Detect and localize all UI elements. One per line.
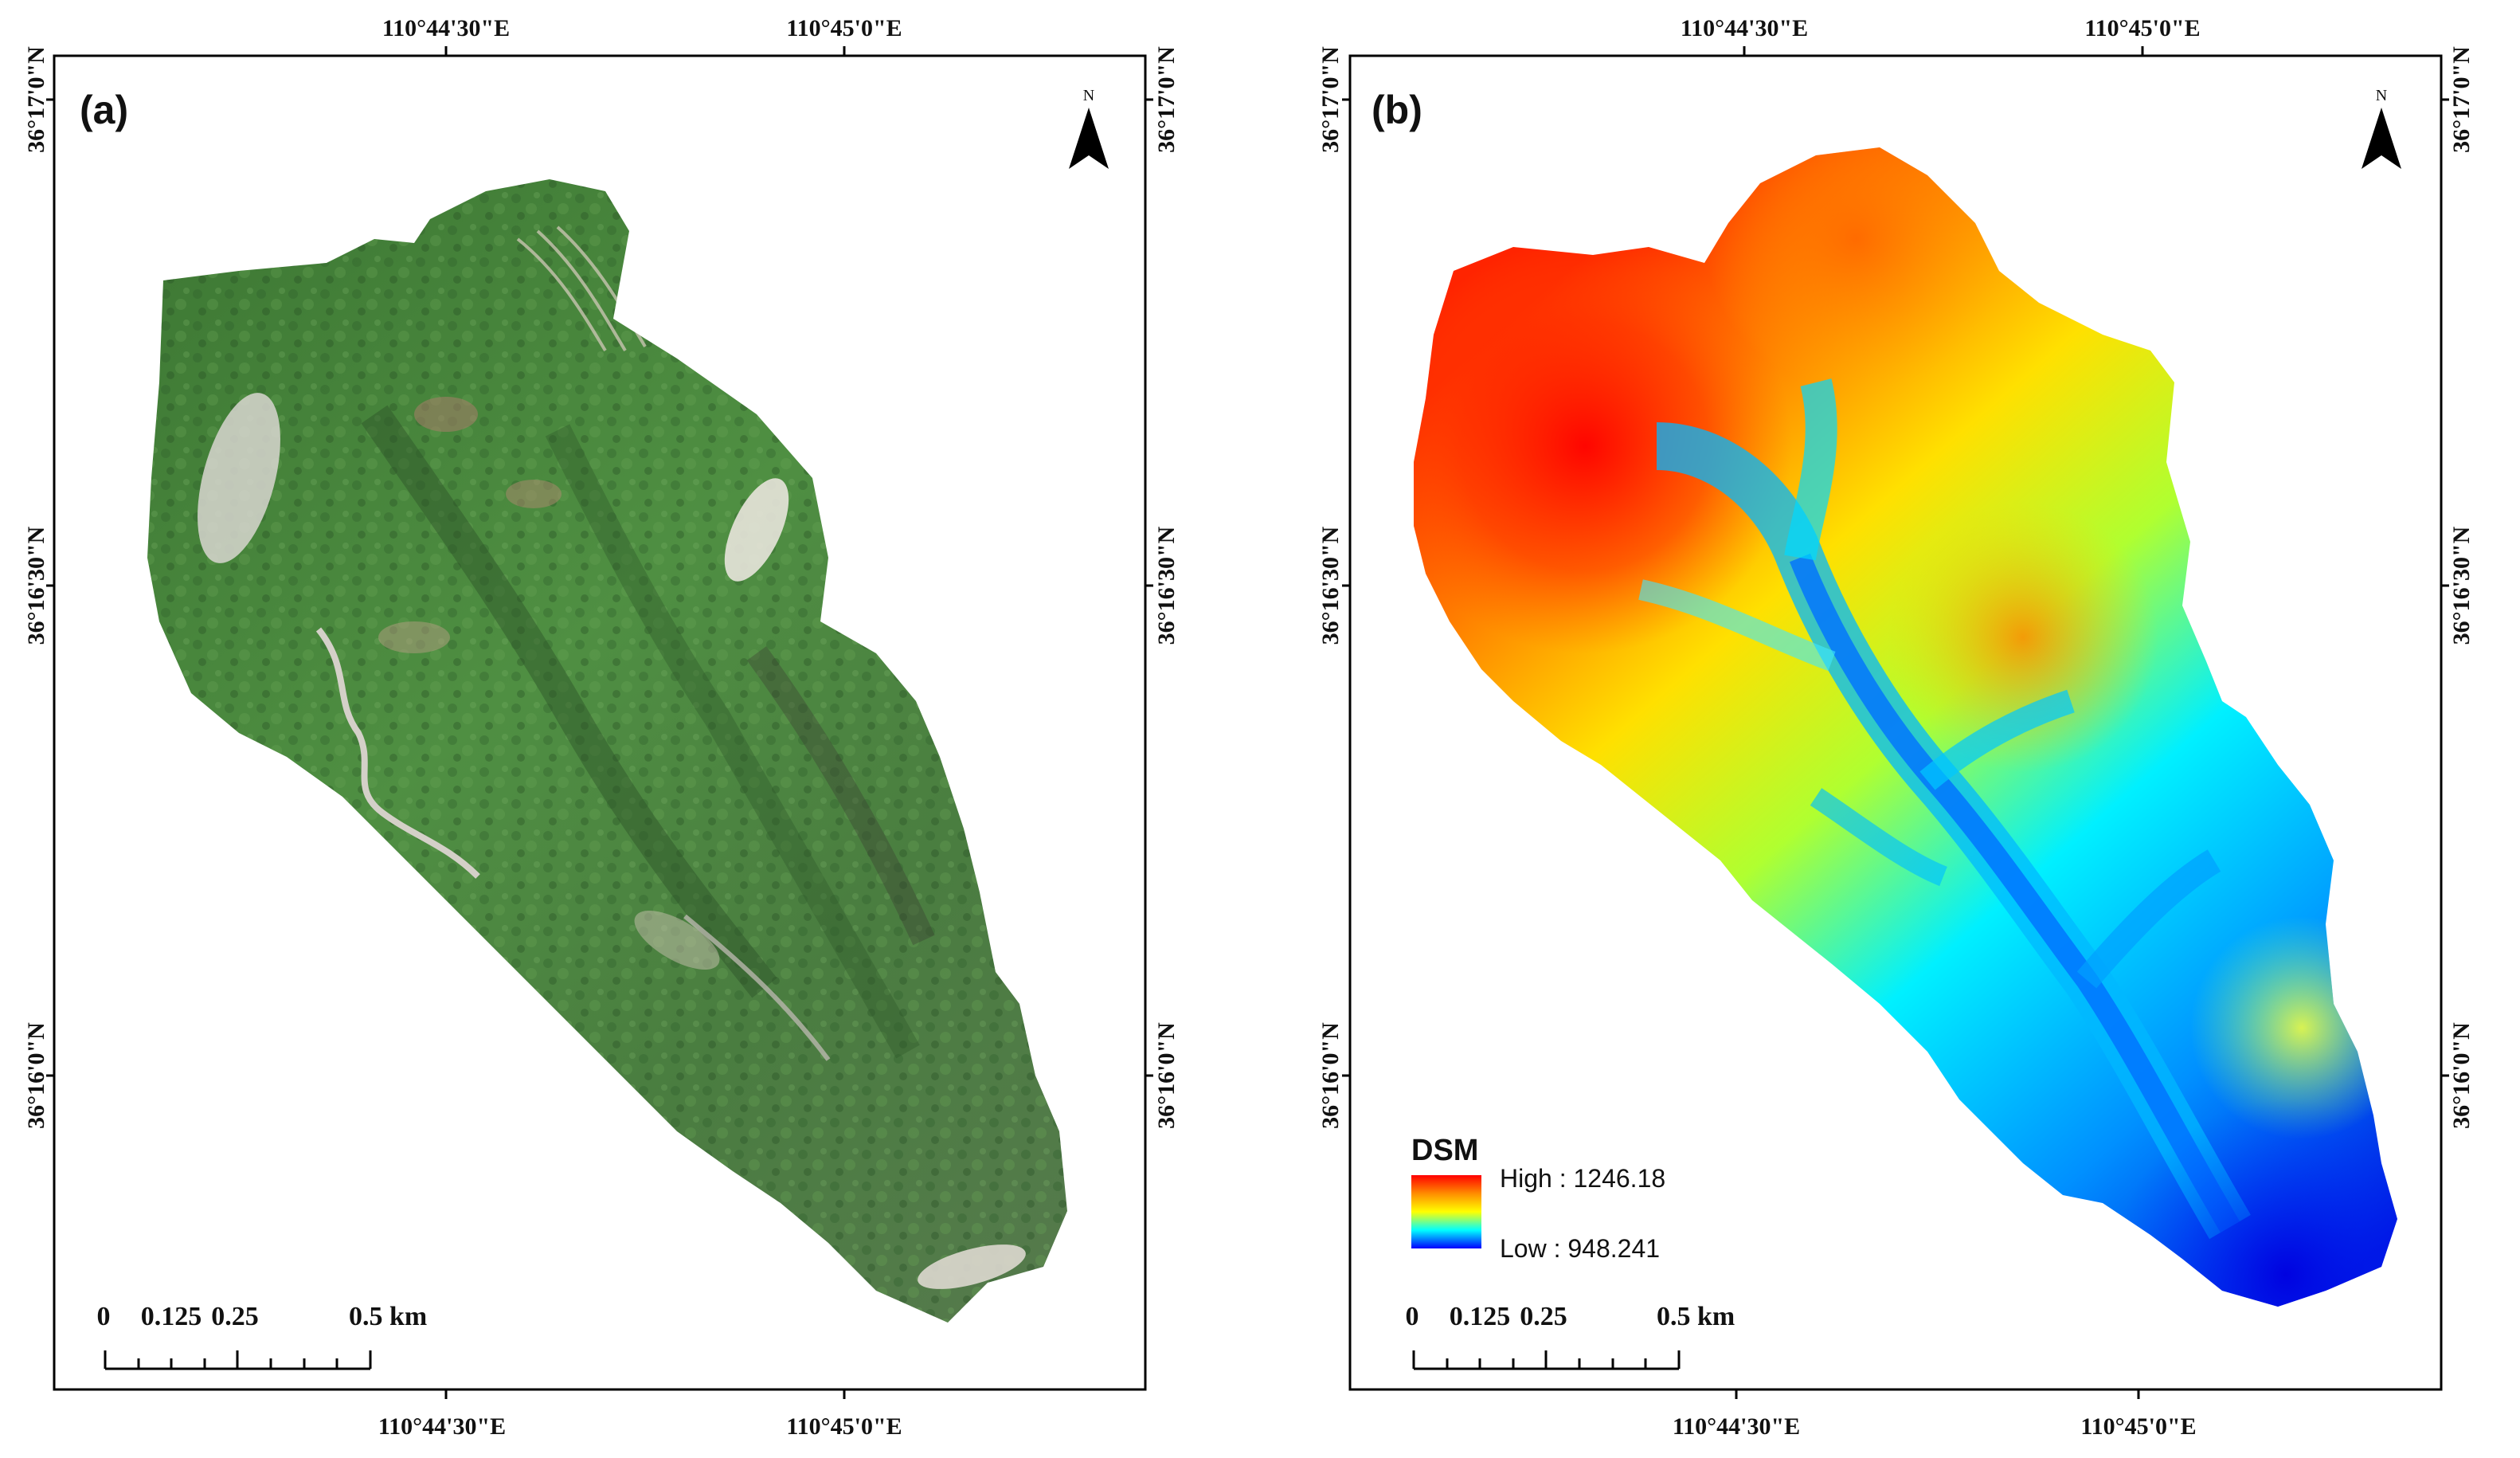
lat-label-left-3: 36°16'0"N — [1317, 1022, 1344, 1129]
panel-b: (b) N DSM High : 1246.18 Low : 948.241 0… — [1317, 15, 2475, 1440]
lat-label-left-1: 36°17'0"N — [1317, 46, 1344, 153]
lat-label-right-2: 36°16'30"N — [2448, 526, 2475, 645]
scale-label-025: 0.25 — [211, 1302, 259, 1331]
scale-bar-line — [104, 1350, 372, 1370]
lon-label-top-2: 110°45'0"E — [786, 15, 902, 41]
scale-label-05: 0.5 km — [1657, 1302, 1735, 1331]
lon-label-bottom-1: 110°44'30"E — [378, 1413, 506, 1440]
north-letter-a: N — [1083, 87, 1094, 104]
lon-label-bottom-1: 110°44'30"E — [1673, 1413, 1800, 1440]
legend-color-ramp — [1411, 1175, 1481, 1248]
lat-label-left-1: 36°17'0"N — [23, 46, 49, 153]
scale-label-0: 0 — [1406, 1302, 1419, 1331]
scale-label-0125: 0.125 — [141, 1302, 202, 1331]
lon-label-top-1: 110°44'30"E — [382, 15, 510, 41]
lat-label-right-3: 36°16'0"N — [1153, 1022, 1180, 1129]
north-arrow-a: N — [1069, 87, 1109, 169]
lat-label-left-3: 36°16'0"N — [23, 1022, 49, 1129]
legend-high-label: High : 1246.18 — [1500, 1164, 1665, 1193]
lat-label-left-2: 36°16'30"N — [23, 526, 49, 645]
scale-bar-b: 0 0.125 0.25 0.5 km — [1406, 1302, 1735, 1370]
north-letter-b: N — [2376, 87, 2387, 104]
north-arrow-icon — [2362, 108, 2401, 169]
scale-bar-line — [1412, 1350, 1681, 1370]
north-arrow-icon — [1069, 108, 1109, 169]
dsm-legend: DSM High : 1246.18 Low : 948.241 — [1411, 1134, 1665, 1263]
scale-label-025: 0.25 — [1520, 1302, 1567, 1331]
legend-title: DSM — [1411, 1134, 1478, 1167]
lat-label-right-1: 36°17'0"N — [1153, 46, 1180, 153]
lat-label-right-1: 36°17'0"N — [2448, 46, 2475, 153]
lat-label-left-2: 36°16'30"N — [1317, 526, 1344, 645]
scale-label-05: 0.5 km — [349, 1302, 427, 1331]
scale-bar-a: 0 0.125 0.25 0.5 km — [97, 1302, 427, 1370]
north-arrow-b: N — [2362, 87, 2401, 169]
lon-label-top-2: 110°45'0"E — [2084, 15, 2200, 41]
panel-label-b: (b) — [1372, 88, 1422, 132]
lat-label-right-3: 36°16'0"N — [2448, 1022, 2475, 1129]
scale-label-0: 0 — [97, 1302, 111, 1331]
lon-label-top-1: 110°44'30"E — [1681, 15, 1808, 41]
scale-label-0125: 0.125 — [1450, 1302, 1511, 1331]
panel-label-a: (a) — [80, 88, 128, 132]
lon-label-bottom-2: 110°45'0"E — [786, 1413, 902, 1440]
lat-label-right-2: 36°16'30"N — [1153, 526, 1180, 645]
lon-label-bottom-2: 110°45'0"E — [2080, 1413, 2196, 1440]
panel-a: (a) N 0 0.125 0.25 0.5 km 110°44'30"E 11… — [23, 15, 1180, 1440]
legend-low-label: Low : 948.241 — [1500, 1234, 1660, 1263]
